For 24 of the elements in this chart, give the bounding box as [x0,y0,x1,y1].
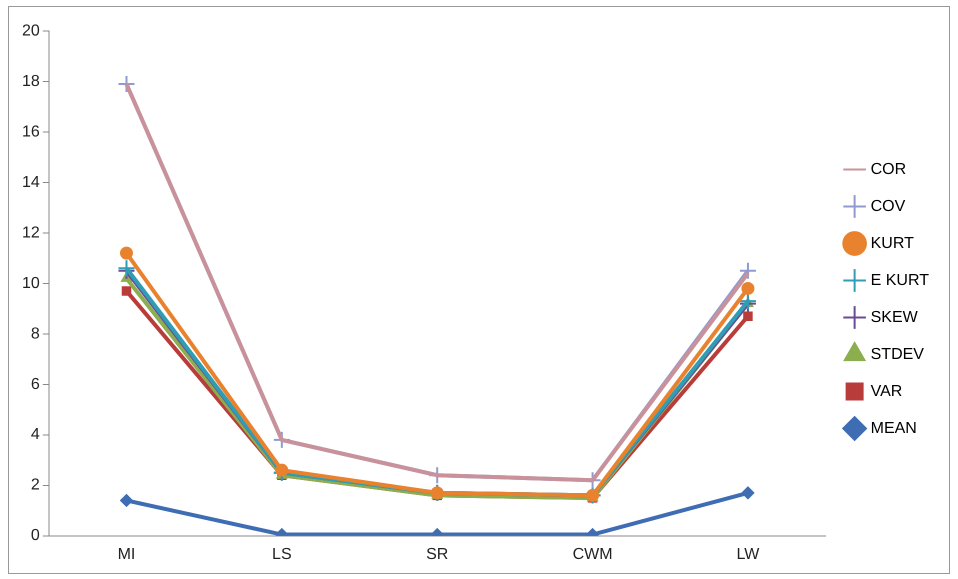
y-tick-label: 12 [22,224,40,242]
y-tick-label: 14 [22,174,40,191]
y-tick-label: 6 [30,376,40,393]
x-tick-label: CWM [572,546,613,563]
legend-label: E KURT [870,272,930,289]
legend-label: KURT [870,234,914,252]
legend-label: COR [870,160,906,178]
y-tick-label: 20 [22,22,40,40]
legend-label: VAR [870,382,902,400]
legend-label: MEAN [870,420,917,437]
y-tick-label: 4 [30,426,40,444]
y-tick-label: 16 [22,123,40,140]
x-tick-label: LW [736,546,760,563]
x-tick-label: SR [426,546,448,563]
y-tick-label: 0 [30,527,40,544]
y-tick-label: 18 [22,72,40,90]
x-tick-label: LS [272,546,292,563]
y-tick-label: 8 [30,325,40,342]
y-tick-label: 10 [22,274,40,292]
legend-label: COV [870,198,906,215]
x-tick-label: MI [118,546,136,563]
y-tick-label: 2 [30,476,40,494]
legend-label: SKEW [870,308,919,326]
legend-label: STDEV [870,346,924,363]
